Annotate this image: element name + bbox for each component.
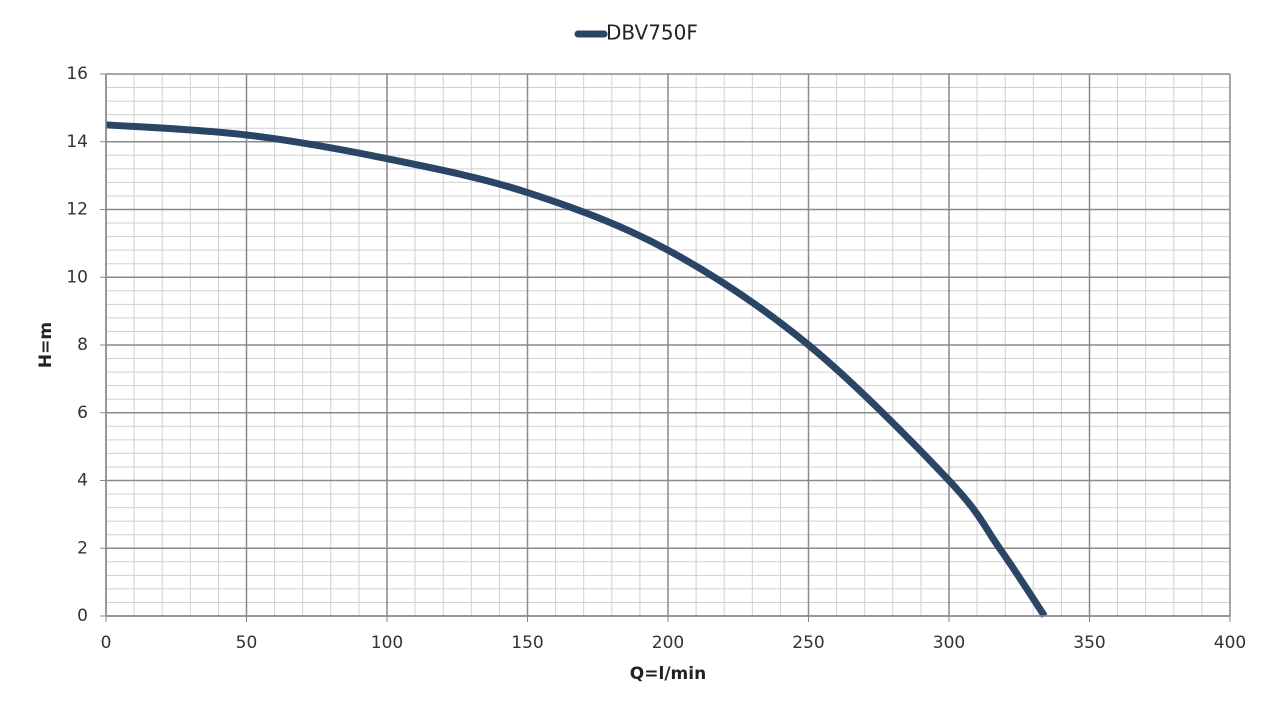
- x-tick-label: 200: [652, 633, 684, 653]
- x-tick-label: 400: [1214, 633, 1246, 653]
- x-tick-label: 250: [792, 633, 824, 653]
- x-tick-label: 100: [371, 633, 403, 653]
- y-tick-label: 4: [77, 471, 88, 491]
- x-axis-label: Q=l/min: [630, 664, 706, 684]
- y-tick-label: 0: [77, 606, 88, 626]
- data-line: [105, 121, 1048, 618]
- y-tick-label: 2: [77, 538, 88, 558]
- y-tick-label: 12: [66, 200, 88, 220]
- x-tick-label: 350: [1073, 633, 1105, 653]
- y-tick-label: 10: [66, 267, 88, 287]
- x-tick-label: 300: [933, 633, 965, 653]
- x-tick-label: 50: [236, 633, 258, 653]
- y-tick-label: 8: [77, 335, 88, 355]
- legend-label: DBV750F: [606, 21, 698, 45]
- y-tick-label: 16: [66, 64, 88, 84]
- y-tick-label: 14: [66, 132, 88, 152]
- x-tick-label: 0: [101, 633, 112, 653]
- y-axis-label: H=m: [36, 322, 56, 368]
- x-tick-label: 150: [511, 633, 543, 653]
- y-tick-label: 6: [77, 403, 88, 423]
